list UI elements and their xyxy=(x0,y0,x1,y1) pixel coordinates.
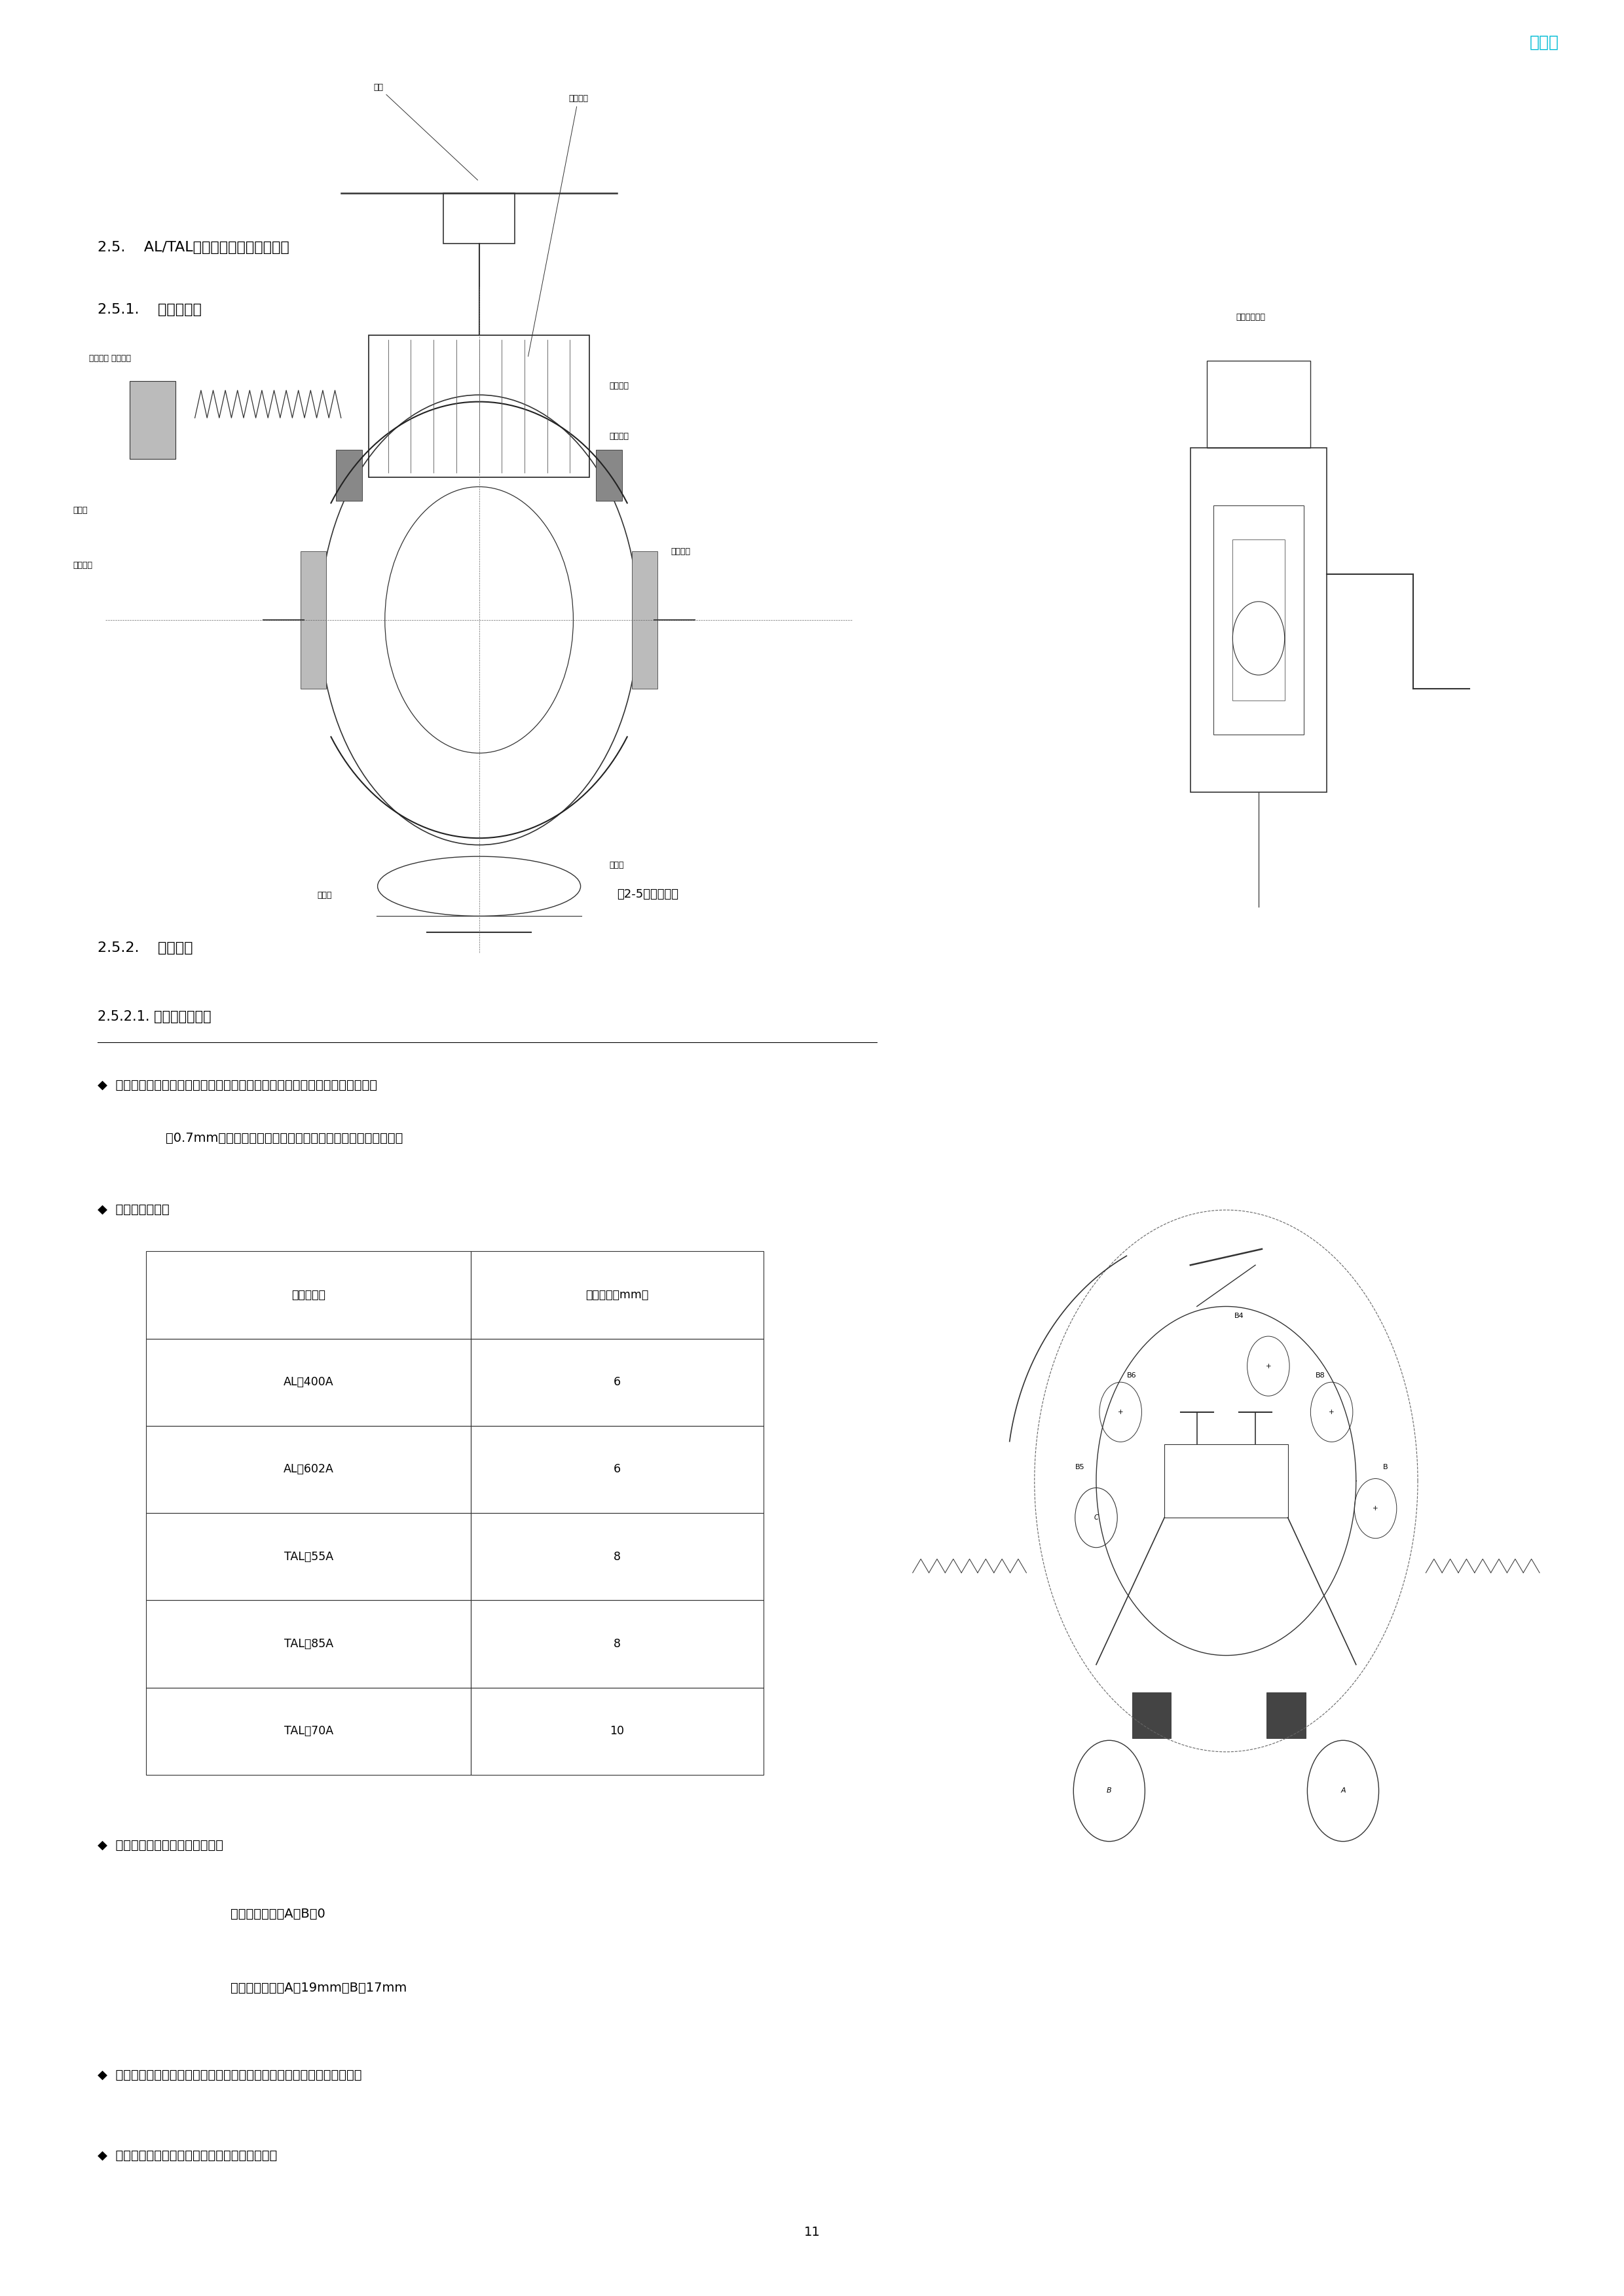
Text: 图2-5制动器结构: 图2-5制动器结构 xyxy=(617,889,679,900)
Text: 当电梯停止时：A＝B＝0: 当电梯停止时：A＝B＝0 xyxy=(231,1908,325,1919)
Text: B5: B5 xyxy=(1075,1465,1085,1469)
Text: 制动杆销: 制动杆销 xyxy=(609,432,628,441)
Text: B: B xyxy=(1106,1789,1112,1793)
Text: AL－602A: AL－602A xyxy=(284,1463,333,1476)
Bar xyxy=(443,193,515,243)
Text: 制动杆: 制动杆 xyxy=(317,891,333,900)
Bar xyxy=(1190,448,1327,792)
Text: 10: 10 xyxy=(611,1724,624,1738)
Text: +: + xyxy=(1372,1506,1379,1511)
Bar xyxy=(1233,540,1285,700)
Text: 调整螺母 力矩弹簧: 调整螺母 力矩弹簧 xyxy=(89,354,132,363)
Bar xyxy=(471,1251,763,1339)
Text: 11: 11 xyxy=(804,2227,820,2239)
Text: ◆  清洁、检查抱闸开关触点间隙。: ◆ 清洁、检查抱闸开关触点间隙。 xyxy=(97,1839,222,1851)
Bar xyxy=(471,1600,763,1688)
Text: +: + xyxy=(1265,1364,1272,1368)
Bar xyxy=(300,551,326,689)
Text: AL－400A: AL－400A xyxy=(284,1375,333,1389)
Bar xyxy=(1267,1692,1306,1738)
Bar xyxy=(369,335,590,478)
Text: 6: 6 xyxy=(614,1463,620,1476)
Text: 最大行程（mm）: 最大行程（mm） xyxy=(586,1288,648,1302)
Bar xyxy=(146,1688,471,1775)
Text: 8: 8 xyxy=(614,1550,620,1564)
Text: 励磁线圈: 励磁线圈 xyxy=(528,94,588,356)
Text: B8: B8 xyxy=(1315,1373,1325,1378)
Text: ◆  检查柱塞行程。: ◆ 检查柱塞行程。 xyxy=(97,1203,169,1215)
Text: +: + xyxy=(1117,1410,1124,1414)
Text: B4: B4 xyxy=(1234,1313,1244,1318)
Text: ◆  在电梯正常运行时，检查制动闸瓦与制动盘之间的间隙，松闸时的间隙应不大: ◆ 在电梯正常运行时，检查制动闸瓦与制动盘之间的间隙，松闸时的间隙应不大 xyxy=(97,1079,377,1091)
Text: A: A xyxy=(1340,1789,1346,1793)
Text: 柱塞: 柱塞 xyxy=(374,83,477,179)
Text: ◆  检查在电梯运行和停止时制动器有否异常声响。: ◆ 检查在电梯运行和停止时制动器有否异常声响。 xyxy=(97,2149,278,2161)
Text: +: + xyxy=(1328,1410,1335,1414)
Text: TAL－85A: TAL－85A xyxy=(284,1637,333,1651)
Text: 制动杆: 制动杆 xyxy=(73,505,88,514)
Bar xyxy=(1207,360,1311,448)
Text: 当电梯运行时：A＝19mm，B＝17mm: 当电梯运行时：A＝19mm，B＝17mm xyxy=(231,1981,408,1993)
Bar xyxy=(471,1339,763,1426)
Bar xyxy=(1164,1444,1288,1518)
Bar xyxy=(471,1688,763,1775)
Bar xyxy=(146,1600,471,1688)
Bar xyxy=(146,1426,471,1513)
Text: 2.5.2.    维护要领: 2.5.2. 维护要领 xyxy=(97,941,193,955)
Text: ◆  检查两侧制动杆与柱塞端部必须同时接触、均匀受力，不允许单边着力。: ◆ 检查两侧制动杆与柱塞端部必须同时接触、均匀受力，不允许单边着力。 xyxy=(97,2069,362,2080)
Bar xyxy=(146,1513,471,1600)
Bar xyxy=(130,381,175,459)
Text: 8: 8 xyxy=(614,1637,620,1651)
Bar xyxy=(632,551,658,689)
Text: 抱闸开关组件: 抱闸开关组件 xyxy=(1236,312,1265,321)
Text: TAL－70A: TAL－70A xyxy=(284,1724,333,1738)
Bar xyxy=(336,450,362,501)
Text: C: C xyxy=(1095,1515,1098,1520)
Text: TAL－55A: TAL－55A xyxy=(284,1550,333,1564)
Text: B: B xyxy=(1382,1465,1389,1469)
Text: B6: B6 xyxy=(1127,1373,1137,1378)
Bar xyxy=(471,1426,763,1513)
Text: 6: 6 xyxy=(614,1375,620,1389)
Text: 弹簧杆销: 弹簧杆销 xyxy=(609,381,628,390)
Text: 制动闸瓦: 制动闸瓦 xyxy=(671,546,690,556)
Bar xyxy=(596,450,622,501)
Bar xyxy=(146,1339,471,1426)
Text: 曳引机型号: 曳引机型号 xyxy=(292,1288,325,1302)
Bar xyxy=(471,1513,763,1600)
Text: 电梯阁: 电梯阁 xyxy=(1530,34,1559,51)
Bar xyxy=(146,1251,471,1339)
Bar xyxy=(1213,505,1304,735)
Text: 接油盘: 接油盘 xyxy=(609,861,624,870)
Text: 2.5.    AL/TAL系列无齿轮曳引机制动器: 2.5. AL/TAL系列无齿轮曳引机制动器 xyxy=(97,241,289,255)
Text: 2.5.2.1. 制动器动作检查: 2.5.2.1. 制动器动作检查 xyxy=(97,1010,211,1024)
Text: 于0.7mm。制动闸瓦与制动盘的间隙应基本均匀，不能有摩擦。: 于0.7mm。制动闸瓦与制动盘的间隙应基本均匀，不能有摩擦。 xyxy=(166,1132,403,1143)
Text: 调整螺栓: 调整螺栓 xyxy=(73,560,93,569)
Text: 2.5.1.    制动器结构: 2.5.1. 制动器结构 xyxy=(97,303,201,317)
Bar xyxy=(1132,1692,1171,1738)
